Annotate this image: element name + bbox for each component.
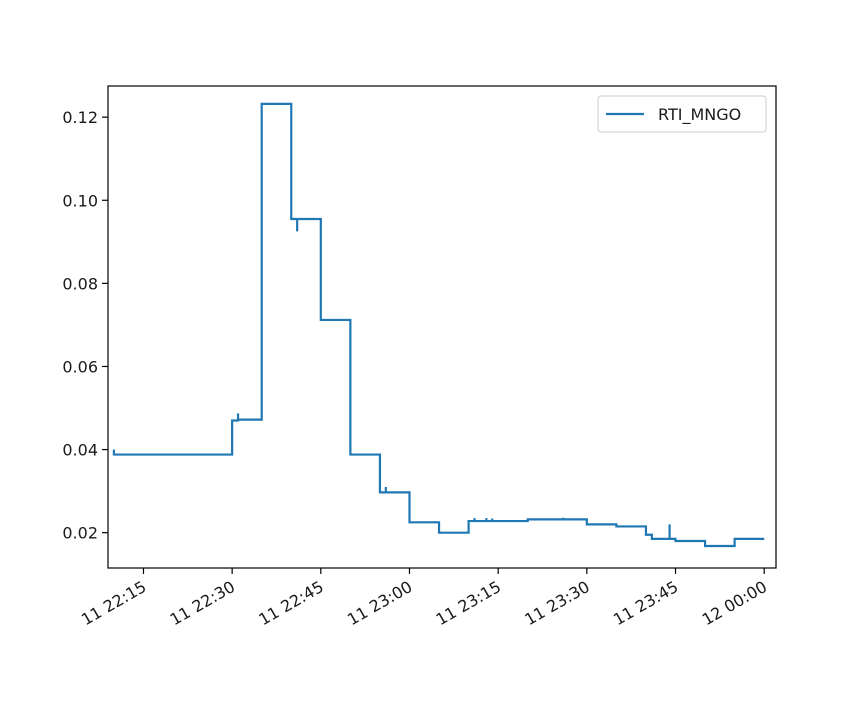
y-axis: 0.02 0.04 0.06 0.08 0.10 0.12	[62, 108, 108, 543]
legend-label: RTI_MNGO	[658, 105, 741, 125]
x-tick-label: 12 00:00	[699, 577, 770, 629]
x-tick-label: 11 22:15	[78, 577, 149, 629]
x-tick-label: 11 22:30	[167, 577, 238, 629]
x-tick-label: 11 23:30	[521, 577, 592, 629]
legend: RTI_MNGO	[597, 95, 767, 133]
y-tick-label: 0.10	[62, 191, 98, 210]
series-layer	[112, 102, 765, 548]
x-tick-label: 11 23:00	[344, 577, 415, 629]
x-tick-label: 11 23:15	[433, 577, 504, 629]
x-tick-label: 11 22:45	[255, 577, 326, 629]
plot-area-background	[108, 86, 776, 568]
y-tick-label: 0.12	[62, 108, 98, 127]
series-line-rti-mngo	[112, 102, 765, 548]
y-tick-label: 0.04	[62, 441, 98, 460]
y-tick-label: 0.02	[62, 524, 98, 543]
axes-frame	[107, 85, 777, 569]
x-axis: 11 22:15 11 22:30 11 22:45 11 23:00 11 23:15…	[78, 568, 770, 629]
legend-box	[597, 95, 767, 133]
y-tick-label: 0.08	[62, 274, 98, 293]
x-tick-label: 11 23:45	[610, 577, 681, 629]
y-tick-label: 0.06	[62, 357, 98, 376]
